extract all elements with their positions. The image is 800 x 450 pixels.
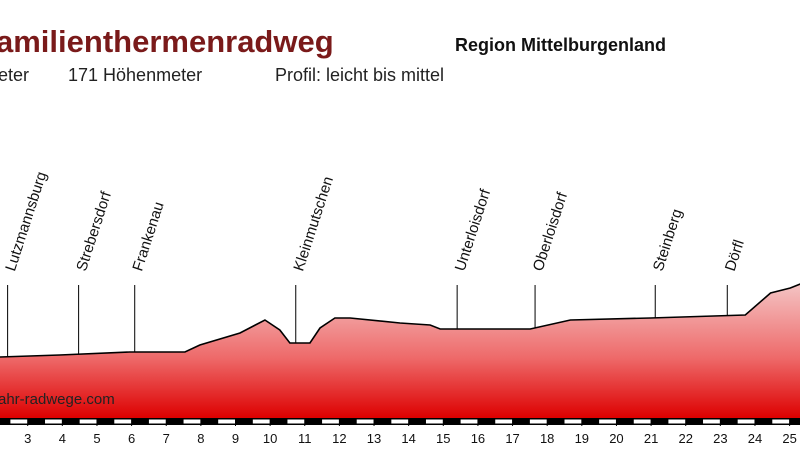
x-tick-label: 6 [128, 431, 135, 446]
axis-band-cell [703, 419, 721, 424]
subtitle: Region Mittelburgenland [455, 35, 666, 55]
watermark: ahr-radwege.com [0, 391, 115, 408]
place-label: Dörfl [722, 238, 748, 273]
axis-band-cell [252, 419, 271, 424]
axis-band-cell [529, 419, 548, 424]
x-tick-label: 21 [644, 431, 658, 446]
axis-band-cell [668, 419, 686, 424]
info: eter [0, 65, 29, 85]
x-tick-label: 18 [540, 431, 554, 446]
x-tick-label: 24 [748, 431, 762, 446]
x-tick-label: 23 [713, 431, 727, 446]
axis-band-cell [183, 419, 201, 424]
axis-band-cell [633, 419, 652, 424]
x-tick-label: 14 [401, 431, 415, 446]
x-tick-label: 5 [93, 431, 100, 446]
x-tick-label: 22 [678, 431, 692, 446]
x-tick-label: 15 [436, 431, 450, 446]
axis-band-cell [391, 419, 409, 424]
x-tick-label: 20 [609, 431, 623, 446]
x-tick-label: 3 [24, 431, 31, 446]
place-label: Oberloisdorf [530, 189, 572, 273]
x-tick-label: 10 [263, 431, 277, 446]
place-label: Kleinmutschen [290, 174, 337, 273]
axis-band-cell [495, 419, 513, 424]
place-label: Lutzmannsburg [2, 170, 50, 274]
info: 171 Höhenmeter [68, 65, 202, 85]
x-tick-label: 16 [471, 431, 485, 446]
x-tick-label: 9 [232, 431, 239, 446]
axis-band-cell [148, 419, 167, 424]
axis-band-cell [460, 419, 478, 424]
place-label: Strebersdorf [73, 189, 115, 274]
x-tick-label: 17 [505, 431, 519, 446]
axis-band-cell [425, 419, 444, 424]
x-tick-label: 13 [367, 431, 381, 446]
axis-band-cell [218, 419, 236, 424]
axis-band-cell [737, 419, 755, 424]
axis-band-cell [322, 419, 340, 424]
axis-band-cell [45, 419, 63, 424]
x-tick-label: 8 [197, 431, 204, 446]
place-label: Steinberg [650, 207, 686, 273]
area-fill [0, 284, 800, 418]
axis-band-cell [287, 419, 305, 424]
place-label: Unterloisdorf [452, 186, 495, 273]
axis-band-cell [10, 419, 28, 424]
x-tick-label: 12 [332, 431, 346, 446]
axis-band-cell [599, 419, 617, 424]
place-label: Frankenau [129, 200, 167, 273]
x-tick-label: 7 [163, 431, 170, 446]
profile-line [0, 283, 800, 358]
x-tick-label: 11 [298, 431, 312, 446]
chart-title: amilienthermenradweg [0, 24, 334, 59]
x-tick-label: 19 [575, 431, 589, 446]
axis-band-cell [114, 419, 132, 424]
axis-band-cell [79, 419, 97, 424]
axis-band-cell [356, 419, 375, 424]
axis-band-cell [772, 419, 790, 424]
axis-band-cell [564, 419, 582, 424]
x-tick-label: 25 [782, 431, 796, 446]
x-tick-label: 4 [59, 431, 66, 446]
info: Profil: leicht bis mittel [275, 65, 444, 85]
